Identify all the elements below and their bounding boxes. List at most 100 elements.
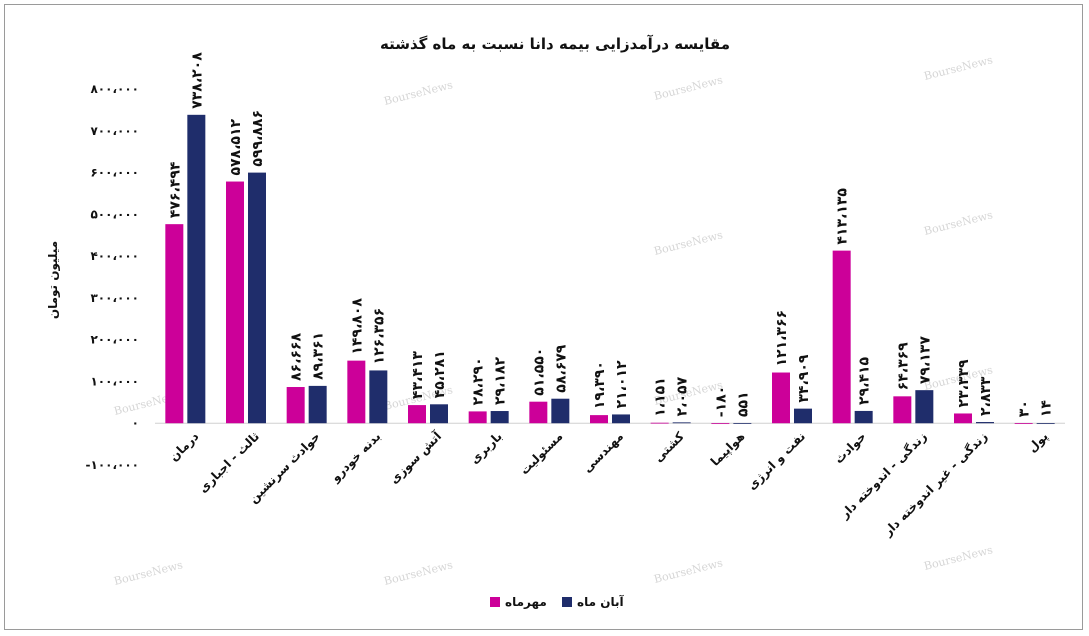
data-label: ۵۹۹،۸۸۶ bbox=[250, 110, 266, 167]
data-label: ۲۱،۰۱۲ bbox=[614, 360, 630, 408]
y-tick-label: ۳۰۰،۰۰۰ bbox=[90, 291, 139, 305]
legend-label-aban: آبان ماه bbox=[577, 594, 624, 609]
legend-swatch-mehr bbox=[490, 597, 500, 607]
data-label: ۲،۰۵۷ bbox=[675, 376, 691, 416]
data-label: ۲۳،۳۳۹ bbox=[956, 359, 972, 407]
bars-layer bbox=[165, 114, 1055, 425]
y-tick-label: ۵۰۰،۰۰۰ bbox=[90, 207, 139, 221]
data-label: ۵۱،۵۵۰ bbox=[531, 348, 547, 396]
bar-chart: BourseNews BourseNews BourseNews BourseNews… bbox=[46, 35, 1065, 609]
bar-mehr bbox=[226, 181, 244, 424]
x-tick-label: ثالث - اجباری bbox=[196, 429, 262, 495]
y-tick-label: ۱۰۰،۰۰۰ bbox=[90, 374, 139, 388]
bar-aban bbox=[672, 422, 691, 424]
bar-aban bbox=[369, 370, 388, 424]
data-label: ۶۴،۳۶۹ bbox=[895, 342, 911, 390]
legend-label-mehr: مهرماه bbox=[505, 595, 547, 609]
watermark-text: BourseNews bbox=[383, 78, 455, 108]
legend: مهرماه آبان ماه bbox=[490, 594, 624, 609]
y-axis-label: میلیون تومان bbox=[46, 241, 61, 319]
x-tick-label: درمان bbox=[167, 429, 202, 464]
bar-aban bbox=[187, 114, 206, 424]
data-label: ۴۷۶،۴۹۴ bbox=[167, 161, 183, 218]
bar-mehr bbox=[711, 423, 730, 425]
chart-frame: BourseNews BourseNews BourseNews BourseNews… bbox=[4, 4, 1083, 630]
watermark-text: BourseNews bbox=[653, 228, 725, 258]
bar-mehr bbox=[165, 224, 184, 424]
data-labels-layer: ۴۷۶،۴۹۴ ۷۳۸،۲۰۸ ۵۷۸،۵۱۲ ۵۹۹،۸۸۶ ۸۶،۶۶۸ ۸۹،۳۶۱… bbox=[167, 52, 1054, 417]
x-tick-label: پول bbox=[1025, 429, 1051, 455]
x-tick-label: حوادث bbox=[832, 429, 870, 467]
bar-mehr bbox=[408, 405, 426, 424]
bar-mehr bbox=[772, 372, 790, 424]
bar-aban bbox=[551, 398, 570, 424]
legend-swatch-aban bbox=[562, 597, 572, 607]
data-label: ۱۲۱،۳۶۶ bbox=[774, 310, 790, 367]
data-label: ۲۸،۲۹۰ bbox=[471, 357, 487, 405]
data-label: ۸۶،۶۶۸ bbox=[289, 333, 305, 381]
data-label: ۷۹،۱۳۷ bbox=[917, 336, 933, 384]
watermark-text: BourseNews bbox=[383, 558, 455, 588]
bar-mehr bbox=[1014, 423, 1033, 425]
bar-aban bbox=[915, 390, 934, 424]
y-tick-label: ۰ bbox=[132, 416, 139, 430]
data-label: ۸۹،۳۶۱ bbox=[311, 332, 327, 380]
y-tick-label: -۱۰۰،۰۰۰ bbox=[86, 458, 139, 472]
data-label: ۱۹،۳۹۰ bbox=[592, 361, 608, 409]
bar-mehr bbox=[529, 401, 548, 424]
bar-mehr bbox=[590, 415, 608, 424]
watermark-text: BourseNews bbox=[923, 208, 995, 238]
x-tick-label: آتش سوزی bbox=[386, 428, 445, 487]
y-tick-label: ۶۰۰،۰۰۰ bbox=[90, 166, 139, 180]
bar-mehr bbox=[954, 413, 972, 424]
x-tick-label: مسئولیت bbox=[517, 429, 566, 478]
watermark-text: BourseNews bbox=[113, 558, 185, 588]
data-label: ۳۴،۹۰۹ bbox=[796, 354, 812, 402]
bar-aban bbox=[794, 408, 812, 424]
watermark-text: BourseNews bbox=[653, 73, 725, 103]
x-tick-label: هواپیما bbox=[708, 429, 748, 469]
x-tick-label: باربری bbox=[467, 429, 504, 466]
bar-aban bbox=[248, 172, 266, 424]
data-label: ۳۰ bbox=[1017, 400, 1033, 417]
y-tick-label: ۴۰۰،۰۰۰ bbox=[90, 249, 139, 263]
x-tick-label: زندگی - غیر اندوخته دار bbox=[880, 429, 991, 540]
bar-mehr bbox=[286, 387, 305, 424]
data-label: ۲۹،۴۱۵ bbox=[857, 356, 873, 404]
y-tick-label: ۷۰۰،۰۰۰ bbox=[90, 124, 139, 138]
watermark-text: BourseNews bbox=[923, 543, 995, 573]
bar-mehr bbox=[347, 360, 366, 424]
bar-aban bbox=[490, 411, 509, 424]
bar-aban bbox=[612, 414, 630, 424]
data-label: ۲،۸۳۳ bbox=[978, 376, 994, 416]
bar-mehr bbox=[832, 250, 851, 424]
data-label: ۵۸،۶۷۹ bbox=[553, 344, 569, 392]
x-tick-label: مهندسی bbox=[580, 429, 626, 475]
y-axis-ticks: -۱۰۰،۰۰۰ ۰ ۱۰۰،۰۰۰ ۲۰۰،۰۰۰ ۳۰۰،۰۰۰ ۴۰۰،۰۰۰ ۵۰۰… bbox=[86, 82, 139, 472]
data-label: ۴۱۳،۱۳۵ bbox=[835, 188, 851, 245]
data-label: ۱۲۶،۳۵۶ bbox=[371, 308, 387, 365]
chart-title: مقایسه درآمدزایی بیمه دانا نسبت به ماه گ… bbox=[380, 35, 730, 53]
data-label: ۲۹،۱۸۲ bbox=[493, 357, 509, 405]
watermark-text: BourseNews bbox=[653, 556, 725, 586]
x-tick-label: بدنه خودرو bbox=[328, 429, 385, 486]
x-tick-label: نفت و انرژی bbox=[745, 429, 809, 493]
data-label: -۱۸۰ bbox=[713, 386, 729, 417]
bar-mehr bbox=[893, 396, 912, 424]
data-label: ۷۳۸،۲۰۸ bbox=[189, 52, 205, 109]
bar-mehr bbox=[468, 411, 487, 424]
data-label: ۱۴ bbox=[1039, 400, 1055, 418]
y-tick-label: ۸۰۰،۰۰۰ bbox=[90, 82, 139, 96]
data-label: ۱۴۹،۸۰۸ bbox=[349, 298, 365, 355]
bar-aban bbox=[308, 385, 327, 424]
watermark-text: BourseNews bbox=[923, 53, 995, 83]
y-tick-label: ۲۰۰،۰۰۰ bbox=[90, 333, 139, 347]
bar-aban bbox=[976, 422, 994, 424]
x-tick-label: کشتی bbox=[651, 429, 687, 465]
data-label: ۵۵۱ bbox=[735, 391, 751, 417]
bar-aban bbox=[1036, 423, 1055, 425]
bar-mehr bbox=[650, 422, 669, 424]
bar-aban bbox=[733, 422, 752, 424]
bar-aban bbox=[854, 410, 873, 424]
